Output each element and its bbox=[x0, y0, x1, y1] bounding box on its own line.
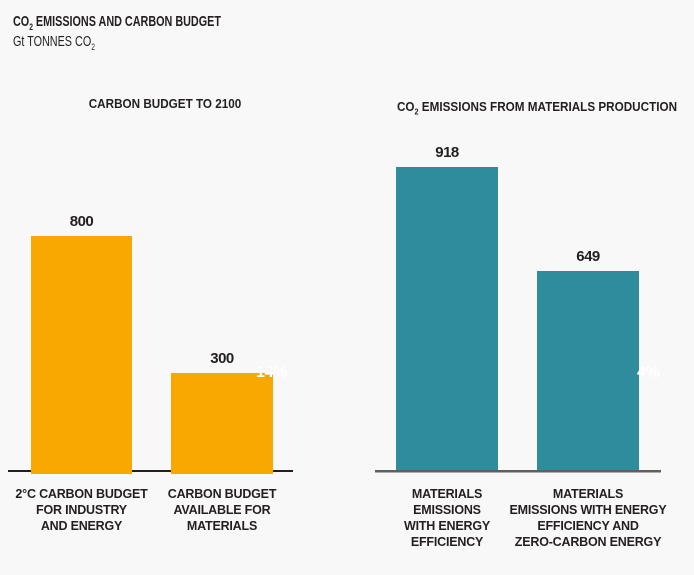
bar bbox=[396, 167, 498, 470]
bar-value-label: 300 bbox=[210, 350, 234, 367]
page-title: CO2 EMISSIONS AND CARBON BUDGET bbox=[13, 13, 302, 32]
axis-units-text: Gt TONNES CO2 bbox=[13, 33, 95, 52]
subscript-2: 2 bbox=[29, 22, 33, 32]
chart-title: CO2 EMISSIONS FROM MATERIALS PRODUCTION bbox=[381, 99, 692, 117]
chart-title: CARBON BUDGET TO 2100 bbox=[80, 97, 250, 110]
axis-line bbox=[8, 470, 293, 472]
bar-value-label: 800 bbox=[69, 213, 94, 230]
axis-line bbox=[375, 470, 661, 473]
subscript-2: 2 bbox=[91, 42, 95, 52]
bar-category-label: 2°C CARBON BUDGET FOR INDUSTRY AND ENERGY bbox=[15, 487, 148, 533]
faint-percentage-annotation: 4% bbox=[637, 364, 660, 381]
axis-units-label: Gt TONNES CO2 bbox=[13, 33, 127, 52]
bar bbox=[31, 236, 132, 474]
bar-category-label: MATERIALS EMISSIONS WITH ENERGY EFFICIENCY… bbox=[509, 487, 667, 549]
chart-title-text: CARBON BUDGET TO 2100 bbox=[88, 96, 242, 111]
bar-value-label: 649 bbox=[576, 248, 600, 265]
bar bbox=[537, 271, 639, 470]
page-title-text: CO2 EMISSIONS AND CARBON BUDGET bbox=[13, 13, 221, 32]
chart-title-text: CO2 EMISSIONS FROM MATERIALS PRODUCTION bbox=[396, 99, 678, 117]
faint-percentage-annotation: 14% bbox=[256, 364, 288, 381]
bar bbox=[171, 373, 273, 474]
bar-value-label: 918 bbox=[435, 144, 459, 161]
bar-category-label: MATERIALS EMISSIONS WITH ENERGY EFFICIENCY bbox=[404, 487, 490, 549]
bar-category-label: CARBON BUDGET AVAILABLE FOR MATERIALS bbox=[167, 487, 277, 533]
